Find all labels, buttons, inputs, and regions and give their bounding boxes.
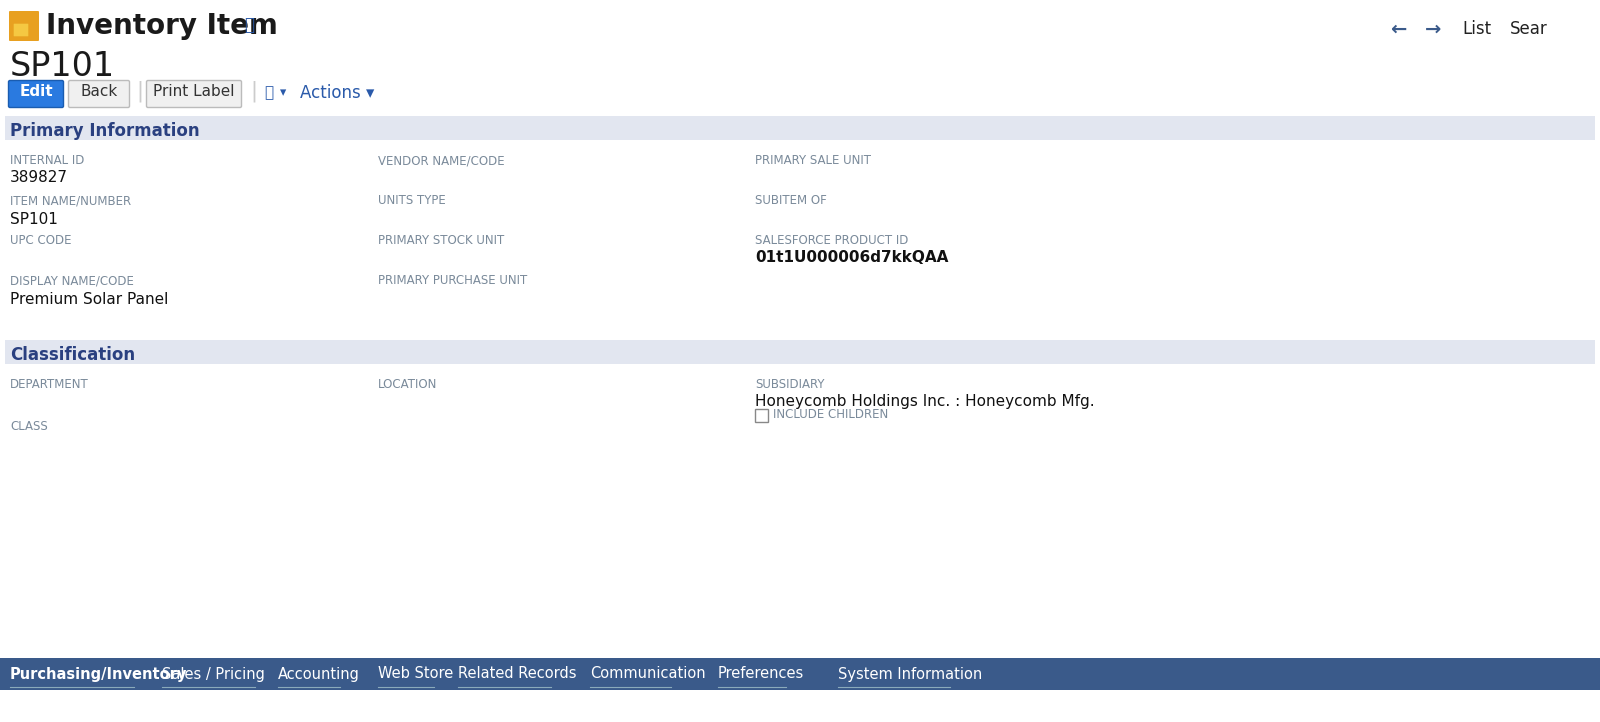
Text: →: → xyxy=(1426,20,1442,39)
FancyBboxPatch shape xyxy=(147,80,242,108)
Text: List: List xyxy=(1462,20,1491,38)
Text: Communication: Communication xyxy=(590,666,706,682)
Text: SUBSIDIARY: SUBSIDIARY xyxy=(755,378,824,391)
FancyBboxPatch shape xyxy=(69,80,130,108)
Text: System Information: System Information xyxy=(838,666,982,682)
Bar xyxy=(0,658,1600,690)
Text: Classification: Classification xyxy=(10,346,134,364)
FancyBboxPatch shape xyxy=(14,24,29,36)
Text: Print Label: Print Label xyxy=(154,84,235,98)
Text: Honeycomb Holdings Inc. : Honeycomb Mfg.: Honeycomb Holdings Inc. : Honeycomb Mfg. xyxy=(755,394,1094,409)
Text: ←: ← xyxy=(1390,20,1406,39)
Bar xyxy=(755,409,768,422)
Text: 389827: 389827 xyxy=(10,170,67,185)
Text: ITEM NAME/NUMBER: ITEM NAME/NUMBER xyxy=(10,194,131,207)
Text: UNITS TYPE: UNITS TYPE xyxy=(378,194,446,207)
Text: Premium Solar Panel: Premium Solar Panel xyxy=(10,292,168,307)
Text: PRIMARY PURCHASE UNIT: PRIMARY PURCHASE UNIT xyxy=(378,274,528,287)
Text: Actions ▾: Actions ▾ xyxy=(301,84,374,102)
Text: Web Store: Web Store xyxy=(378,666,453,682)
Text: Accounting: Accounting xyxy=(278,666,360,682)
Text: PRIMARY SALE UNIT: PRIMARY SALE UNIT xyxy=(755,154,870,167)
Text: SP101: SP101 xyxy=(10,212,58,227)
Text: LOCATION: LOCATION xyxy=(378,378,437,391)
Text: Inventory Item: Inventory Item xyxy=(46,12,278,40)
Text: 01t1U000006d7kkQAA: 01t1U000006d7kkQAA xyxy=(755,250,949,265)
Bar xyxy=(5,340,1595,364)
Text: 📋: 📋 xyxy=(264,85,274,100)
Text: Edit: Edit xyxy=(19,84,53,98)
Text: Sear: Sear xyxy=(1510,20,1547,38)
Text: Purchasing/Inventory: Purchasing/Inventory xyxy=(10,666,187,682)
Text: Sales / Pricing: Sales / Pricing xyxy=(162,666,266,682)
Text: INCLUDE CHILDREN: INCLUDE CHILDREN xyxy=(773,407,888,420)
FancyBboxPatch shape xyxy=(10,11,38,41)
Text: DISPLAY NAME/CODE: DISPLAY NAME/CODE xyxy=(10,274,134,287)
Text: DEPARTMENT: DEPARTMENT xyxy=(10,378,88,391)
Text: SUBITEM OF: SUBITEM OF xyxy=(755,194,827,207)
Text: UPC CODE: UPC CODE xyxy=(10,234,72,247)
Text: Primary Information: Primary Information xyxy=(10,122,200,140)
Text: PRIMARY STOCK UNIT: PRIMARY STOCK UNIT xyxy=(378,234,504,247)
Text: ▾: ▾ xyxy=(280,87,286,100)
Text: VENDOR NAME/CODE: VENDOR NAME/CODE xyxy=(378,154,504,167)
FancyBboxPatch shape xyxy=(8,80,64,108)
Bar xyxy=(5,116,1595,140)
Text: Preferences: Preferences xyxy=(718,666,805,682)
Text: Related Records: Related Records xyxy=(458,666,576,682)
Text: SP101: SP101 xyxy=(10,50,115,83)
Text: CLASS: CLASS xyxy=(10,420,48,433)
Text: |: | xyxy=(250,80,258,102)
Text: 🔍: 🔍 xyxy=(243,16,254,34)
Text: INTERNAL ID: INTERNAL ID xyxy=(10,154,85,167)
Text: SALESFORCE PRODUCT ID: SALESFORCE PRODUCT ID xyxy=(755,234,909,247)
Text: |: | xyxy=(136,80,142,102)
Text: Back: Back xyxy=(80,84,118,98)
